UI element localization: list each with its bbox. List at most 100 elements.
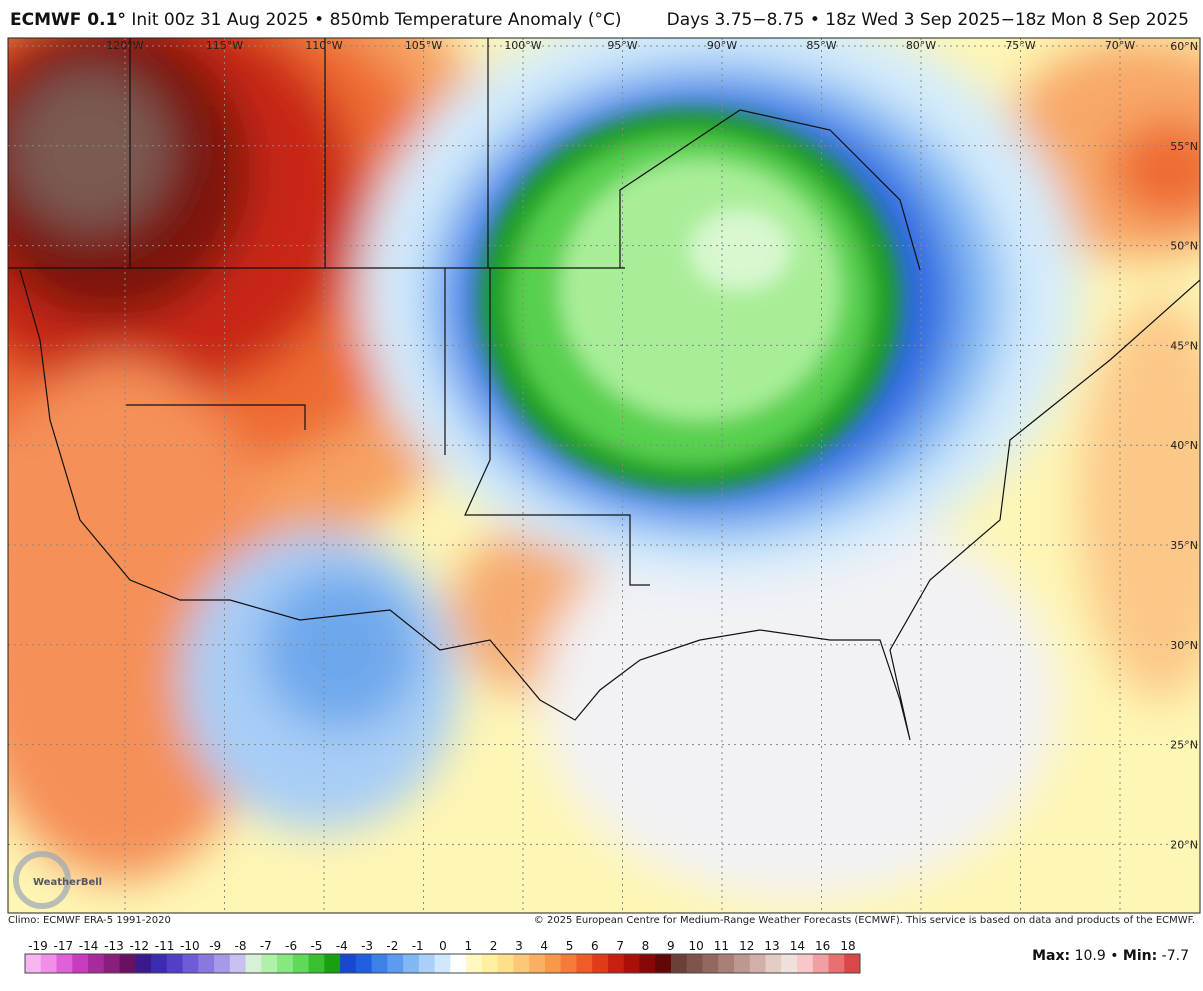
colorbar-label: -11: [155, 939, 175, 953]
map-frame: [7, 37, 1201, 914]
logo-mark: [13, 851, 71, 909]
colorbar-swatch: [72, 954, 89, 973]
max-label: Max:: [1032, 948, 1071, 964]
colorbar-swatch: [182, 954, 199, 973]
colorbar-label: -5: [310, 939, 322, 953]
colorbar-swatch: [576, 954, 593, 973]
colorbar-swatch: [781, 954, 798, 973]
colorbar-swatch: [592, 954, 609, 973]
colorbar-swatch: [513, 954, 530, 973]
colorbar-swatch: [749, 954, 766, 973]
colorbar-swatch: [796, 954, 814, 973]
colorbar-label: 11: [714, 939, 729, 953]
boundaries: [8, 38, 1200, 741]
model-name: ECMWF 0.1°: [10, 10, 126, 30]
latitude-label: 50°N: [1170, 240, 1198, 253]
colorbar-swatch: [403, 954, 420, 973]
longitude-label: 120°W: [106, 39, 143, 52]
latitude-label: 40°N: [1170, 439, 1198, 452]
colorbar-swatch: [607, 954, 625, 973]
climo: Climo: ECMWF ERA-5 1991-2020: [8, 915, 171, 926]
latitude-label: 20°N: [1170, 838, 1198, 851]
latitude-label: 35°N: [1170, 539, 1198, 552]
colorbar-swatch: [324, 954, 341, 973]
latitude-label: 55°N: [1170, 140, 1198, 153]
colorbar-label: 3: [515, 939, 523, 953]
colorbar-label: 6: [591, 939, 599, 953]
colorbar-swatch: [355, 954, 373, 973]
colorbar-swatch: [277, 954, 294, 973]
colorbar-swatch: [308, 954, 325, 973]
colorbar-label: 4: [540, 939, 548, 953]
logo: WeatherBell: [33, 877, 102, 888]
colorbar-label: 8: [642, 939, 650, 953]
colorbar-label: -6: [285, 939, 297, 953]
colorbar-swatch: [40, 954, 58, 973]
colorbar-swatch: [670, 954, 688, 973]
longitude-label: 90°W: [707, 39, 737, 52]
colorbar-frame: [24, 953, 861, 974]
header-left: ECMWF 0.1° Init 00z 31 Aug 2025 • 850mb …: [10, 10, 621, 30]
colorbar-swatch: [434, 954, 451, 973]
colorbar-swatch: [765, 954, 782, 973]
colorbar-swatch: [371, 954, 388, 973]
colorbar-swatch: [733, 954, 751, 973]
header-info: Init 00z 31 Aug 2025 • 850mb Temperature…: [131, 10, 622, 30]
latitude-label: 30°N: [1170, 639, 1198, 652]
colorbar-label: 7: [616, 939, 624, 953]
colorbar-swatch: [812, 954, 829, 973]
longitude-label: 85°W: [806, 39, 836, 52]
colorbar-label: 16: [815, 939, 830, 953]
colorbar-label: -12: [129, 939, 149, 953]
colorbar-label: -3: [361, 939, 373, 953]
colorbar-label: 13: [764, 939, 779, 953]
longitude-label: 105°W: [405, 39, 442, 52]
colorbar-label: -19: [28, 939, 48, 953]
colorbar-swatch: [686, 954, 703, 973]
header-right: Days 3.75−8.75 • 18z Wed 3 Sep 2025−18z …: [666, 10, 1189, 30]
min-value: -7.7: [1161, 948, 1189, 964]
longitude-label: 75°W: [1005, 39, 1035, 52]
colorbar-label: -10: [180, 939, 200, 953]
colorbar-swatch: [481, 954, 499, 973]
longitude-label: 100°W: [504, 39, 541, 52]
colorbar-label: 0: [439, 939, 447, 953]
colorbar-swatch: [466, 954, 483, 973]
colorbar-label: 2: [490, 939, 498, 953]
colorbar-swatch: [844, 954, 861, 973]
min-label: Min:: [1122, 948, 1158, 964]
colorbar-label: -14: [79, 939, 99, 953]
colorbar-label: 18: [840, 939, 855, 953]
colorbar-swatch: [544, 954, 562, 973]
colorbar-swatch: [702, 954, 719, 973]
colorbar-swatch: [119, 954, 136, 973]
longitude-label: 80°W: [906, 39, 936, 52]
colorbar-label: -7: [260, 939, 272, 953]
longitude-label: 70°W: [1105, 39, 1135, 52]
colorbar-swatch: [151, 954, 168, 973]
colorbar-swatch: [88, 954, 105, 973]
anomaly-field: [8, 38, 1200, 913]
colorbar-label: -2: [386, 939, 398, 953]
colorbar-swatch: [418, 954, 436, 973]
colorbar-label: -17: [54, 939, 74, 953]
colorbar-swatch: [560, 954, 577, 973]
colorbar-label: 5: [566, 939, 574, 953]
colorbar-swatch: [529, 954, 546, 973]
colorbar-swatch: [198, 954, 215, 973]
colorbar-swatch: [292, 954, 310, 973]
colorbar-swatch: [25, 954, 42, 973]
colorbar-swatch: [655, 954, 672, 973]
colorbar-label: -9: [209, 939, 221, 953]
colorbar-swatch: [229, 954, 247, 973]
colorbar-label: 9: [667, 939, 675, 953]
colorbar-swatch: [214, 954, 231, 973]
colorbar-swatch: [718, 954, 735, 973]
colorbar-swatch: [261, 954, 278, 973]
copyright: © 2025 European Centre for Medium-Range …: [533, 915, 1195, 926]
colorbar-swatch: [135, 954, 152, 973]
max-value: 10.9: [1074, 948, 1106, 964]
colorbar-swatch: [828, 954, 845, 973]
colorbar-swatch: [103, 954, 121, 973]
